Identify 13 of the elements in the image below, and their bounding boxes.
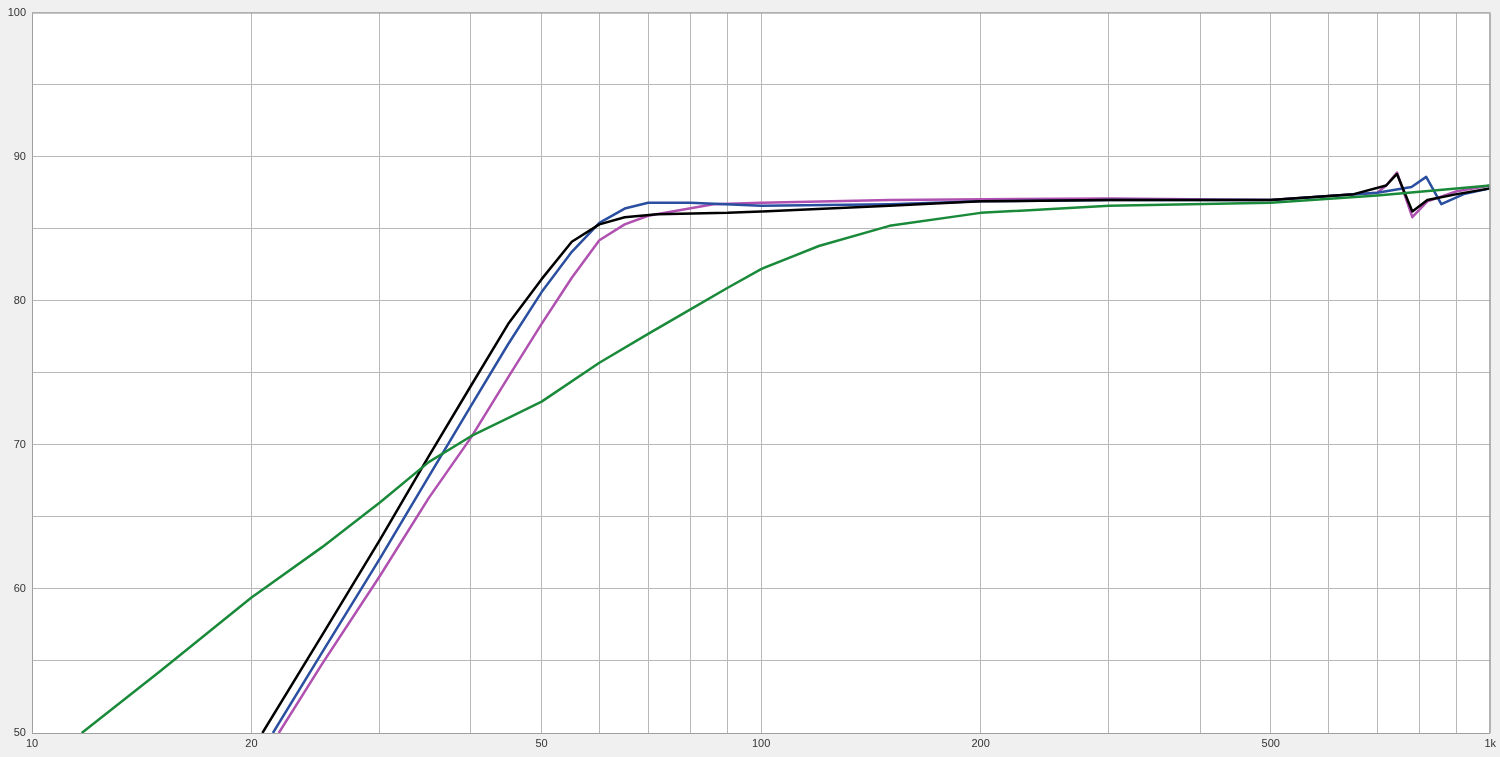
y-tick-label: 90: [13, 149, 26, 162]
y-tick-label: 80: [13, 293, 26, 306]
x-tick-label: 100: [751, 736, 771, 749]
x-tick-label: 50: [535, 736, 548, 749]
x-tick-label: 200: [971, 736, 990, 749]
y-tick-label: 70: [13, 437, 26, 450]
x-tick-label: 1k: [1484, 736, 1497, 749]
x-tick-label: 10: [25, 736, 39, 749]
y-tick-label: 100: [7, 5, 26, 18]
y-tick-label: 60: [13, 581, 26, 594]
x-tick-label: 500: [1261, 736, 1280, 749]
x-tick-label: 20: [245, 736, 258, 749]
y-tick-label: 50: [13, 726, 26, 739]
